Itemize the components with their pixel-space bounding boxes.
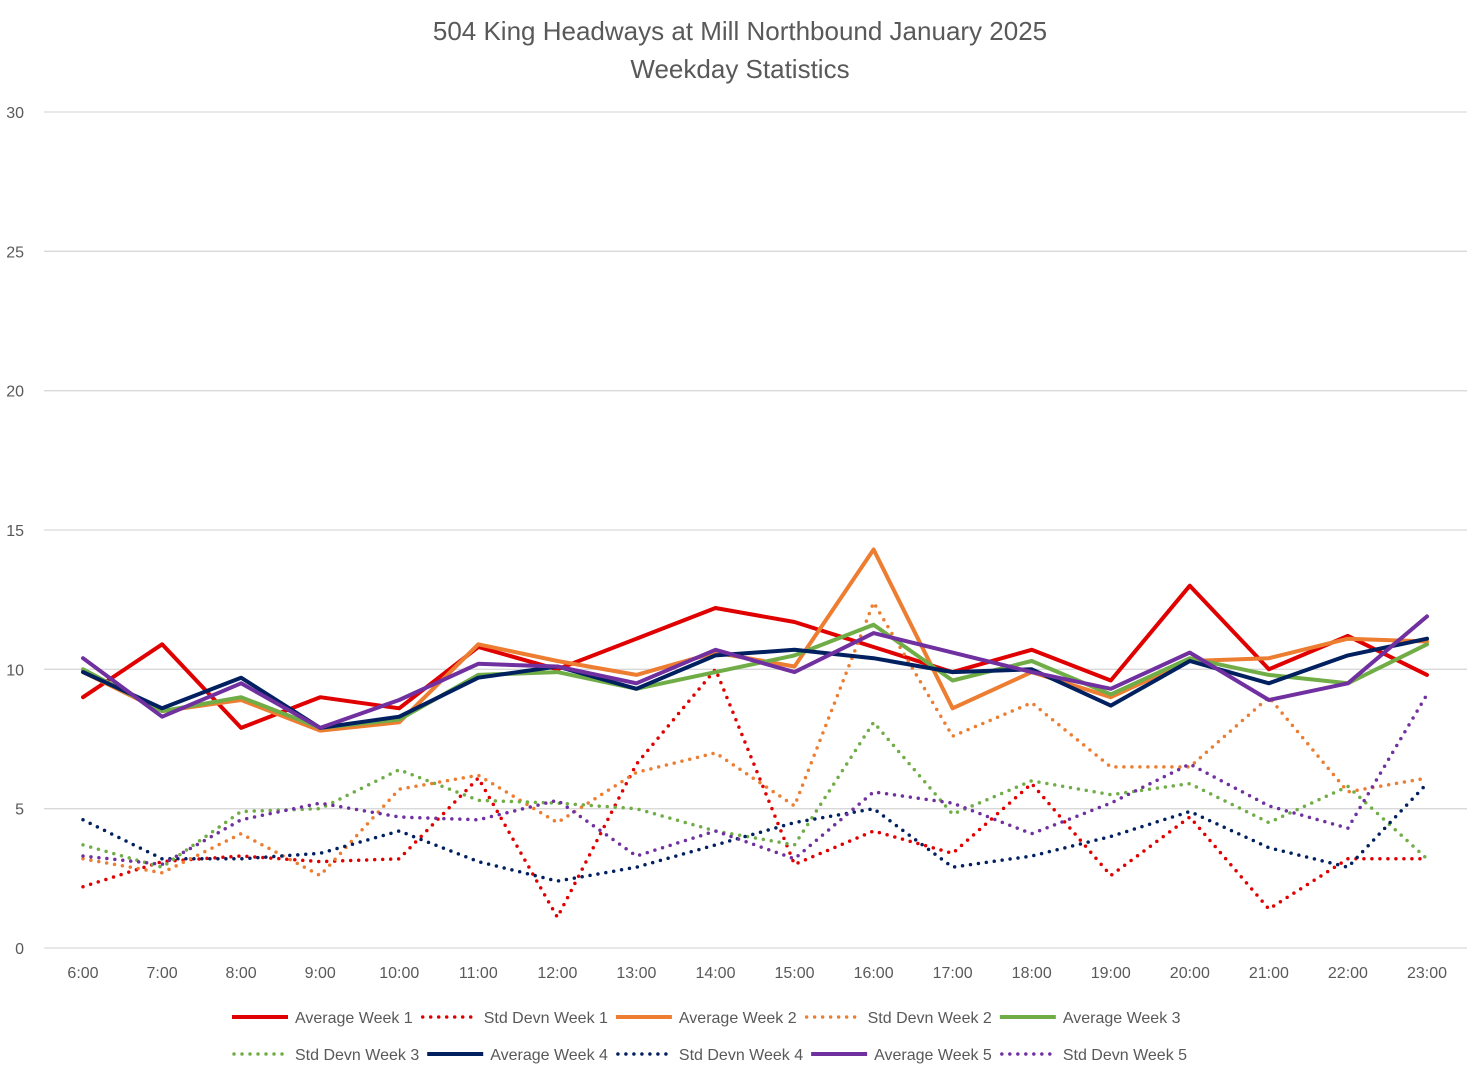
x-tick-label: 22:00 <box>1328 965 1368 982</box>
x-tick-label: 15:00 <box>775 965 815 982</box>
legend-label: Std Devn Week 1 <box>484 1010 608 1027</box>
chart-subtitle: Weekday Statistics <box>630 54 849 84</box>
series-line <box>81 600 1429 878</box>
x-tick-label: 8:00 <box>226 965 257 982</box>
x-tick-label: 10:00 <box>379 965 419 982</box>
x-tick-label: 21:00 <box>1249 965 1289 982</box>
y-tick-label: 25 <box>6 244 24 261</box>
y-tick-label: 15 <box>6 523 24 540</box>
x-tick-label: 16:00 <box>854 965 894 982</box>
y-tick-label: 0 <box>15 941 24 958</box>
x-tick-label: 12:00 <box>537 965 577 982</box>
legend-label: Average Week 2 <box>679 1010 797 1027</box>
legend-label: Std Devn Week 2 <box>868 1010 992 1027</box>
legend-label: Average Week 3 <box>1063 1010 1181 1027</box>
x-tick-label: 20:00 <box>1170 965 1210 982</box>
legend-label: Average Week 1 <box>295 1010 413 1027</box>
series-line <box>81 622 1429 730</box>
gridlines <box>44 111 1467 949</box>
chart-title: 504 King Headways at Mill Northbound Jan… <box>433 16 1047 46</box>
x-tick-label: 11:00 <box>459 965 498 982</box>
series-line <box>81 583 1429 730</box>
legend-label: Std Devn Week 3 <box>295 1047 419 1064</box>
x-tick-label: 13:00 <box>616 965 656 982</box>
y-tick-label: 10 <box>6 662 24 679</box>
series-line <box>81 692 1429 867</box>
x-tick-label: 19:00 <box>1091 965 1131 982</box>
x-tick-label: 14:00 <box>695 965 735 982</box>
x-axis-ticks: 6:00 7:00 8:00 9:00 10:00 11:00 12:00 13:00 14:0… <box>67 965 1447 982</box>
y-tick-label: 30 <box>6 105 24 122</box>
x-tick-label: 17:00 <box>933 965 973 982</box>
legend-label: Std Devn Week 5 <box>1063 1047 1187 1064</box>
x-tick-label: 18:00 <box>1012 965 1052 982</box>
x-tick-label: 23:00 <box>1407 965 1447 982</box>
series-line <box>81 720 1429 869</box>
y-tick-label: 20 <box>6 384 24 401</box>
x-tick-label: 6:00 <box>67 965 98 982</box>
y-axis-ticks: 0 5 10 15 20 25 30 <box>6 105 24 958</box>
series-lines <box>81 547 1429 920</box>
legend: Average Week 1 Std Devn Week 1 Average Wee… <box>232 1010 1187 1064</box>
y-tick-label: 5 <box>15 802 24 819</box>
x-tick-label: 9:00 <box>305 965 336 982</box>
series-line <box>81 781 1429 883</box>
x-tick-label: 7:00 <box>146 965 177 982</box>
legend-label: Average Week 5 <box>874 1047 992 1064</box>
series-line <box>81 614 1429 730</box>
legend-label: Average Week 4 <box>490 1047 608 1064</box>
legend-label: Std Devn Week 4 <box>679 1047 803 1064</box>
